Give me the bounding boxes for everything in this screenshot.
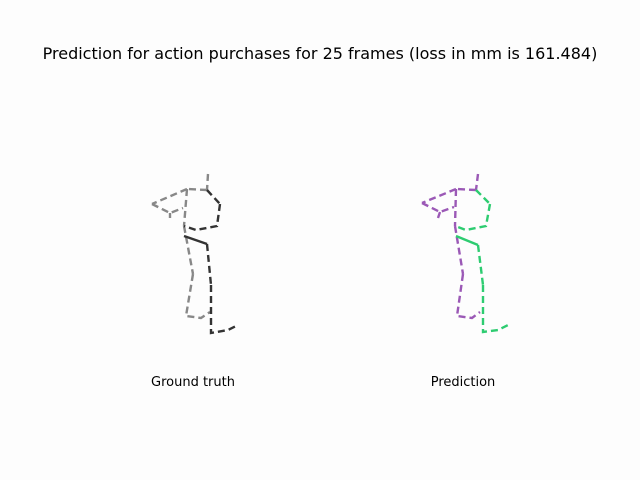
left-upper-arm-bone [421,187,457,205]
right-thigh-bone [205,243,213,286]
right-shoulder-bone [475,189,491,205]
left-shin-bone [184,273,211,320]
right-shoulder-bone [206,189,221,205]
left-shin-bone [455,273,481,320]
right-hip-bone [183,234,208,246]
right-upper-arm-bone [183,203,222,232]
prediction-caption: Prediction [430,375,496,390]
right-thigh-bone [476,244,485,286]
left-upper-arm-bone [151,187,188,206]
spine-bone [453,188,458,227]
left-thigh-bone [182,225,195,275]
ground-truth-caption: Ground truth [151,375,235,390]
ground-truth-skeleton [151,173,239,335]
right-shin-bone [209,285,239,335]
left-thigh-bone [453,225,465,275]
head-bone [205,173,210,191]
spine-bone [182,188,189,227]
prediction-skeleton [421,173,509,334]
head-bone [474,173,480,191]
left-forearm-bone [151,202,184,215]
left-shoulder-bone [186,187,208,192]
left-shoulder-bone [455,187,477,192]
figure-title: Prediction for action purchases for 25 f… [42,44,598,63]
left-hand-bone [436,211,442,219]
right-shin-bone [481,285,509,334]
right-hip-bone [455,234,479,247]
left-forearm-bone [421,201,455,214]
right-upper-arm-bone [454,203,492,232]
